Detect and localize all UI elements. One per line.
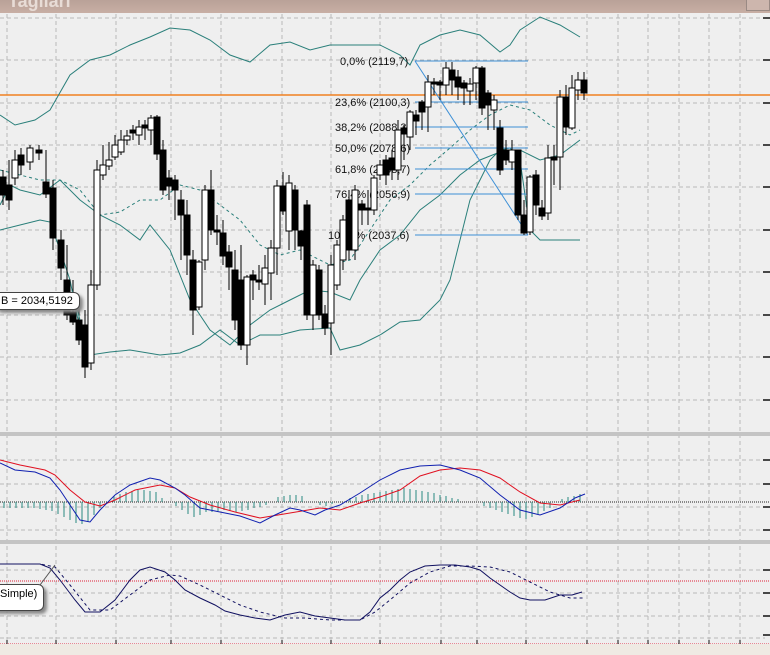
macd-histogram [3,488,581,524]
grid-horizontal [0,17,765,639]
stoch-k-line [0,563,583,621]
svg-text:0,0% (2119,7): 0,0% (2119,7) [340,56,408,68]
macd-line [0,462,586,524]
stoch-d-line [0,563,585,621]
panel-separator [0,540,770,544]
axis-ticks [763,17,770,636]
svg-text:50,0% (2078,6): 50,0% (2078,6) [335,143,410,155]
panel-separator [0,432,770,436]
svg-text:23,6% (2100,3): 23,6% (2100,3) [335,97,410,109]
window-title: Tagliari [8,0,71,11]
price-tooltip: B = 2034,5192 [0,292,80,310]
bottom-strip [0,644,770,655]
tooltip-connector [39,564,56,586]
stochastic-tooltip: ,Simple) [0,584,45,611]
candlesticks [0,62,588,378]
svg-text:38,2% (2088,3): 38,2% (2088,3) [335,122,410,134]
grid-vertical [6,14,741,640]
